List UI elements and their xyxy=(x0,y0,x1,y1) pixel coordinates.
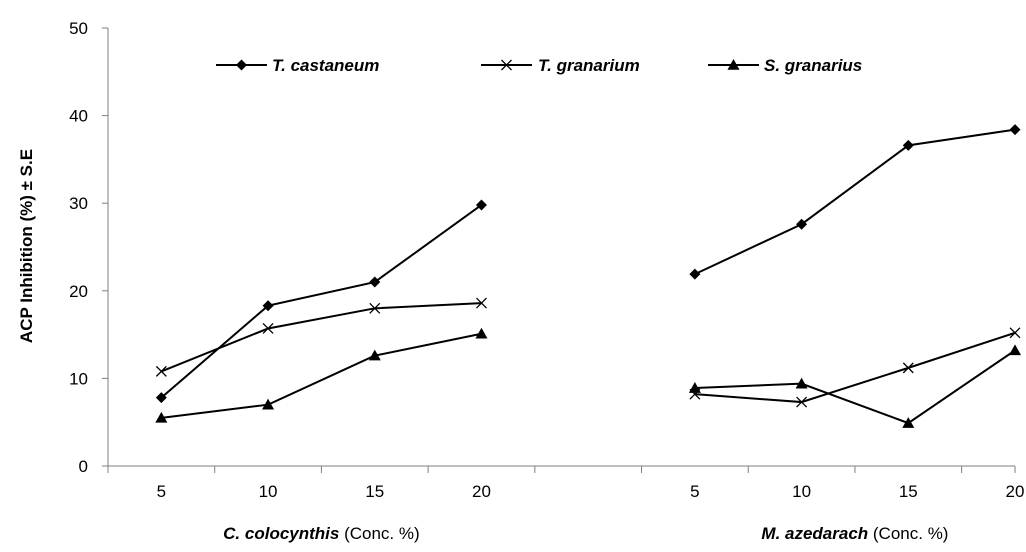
data-point-s-granarius xyxy=(475,327,488,339)
series-line-s-granarius xyxy=(161,332,482,419)
x-axis-label: C. colocynthis (Conc. %) xyxy=(223,524,419,543)
data-point-s-granarius xyxy=(155,411,168,423)
x-tick-label: 15 xyxy=(899,482,918,501)
data-point-t-castaneum xyxy=(689,268,701,280)
legend-label-t-granarium: T. granarium xyxy=(538,56,640,75)
y-tick-label: 50 xyxy=(69,19,88,38)
data-point-t-castaneum xyxy=(369,276,381,288)
data-point-t-castaneum xyxy=(475,199,487,211)
series-line-t-castaneum xyxy=(160,204,483,399)
y-tick-label: 0 xyxy=(79,457,88,476)
legend-marker-s-granarius xyxy=(727,59,740,70)
data-point-t-granarium xyxy=(1009,327,1021,339)
axes: 0 10 20 30 40 50 5 10 15 20 C. colocynthis (Conc. … xyxy=(69,19,1024,543)
data-point-s-granarius xyxy=(902,417,915,428)
data-point-t-castaneum xyxy=(796,218,808,230)
data-point-s-granarius xyxy=(688,382,701,393)
data-point-s-granarius xyxy=(262,398,275,410)
x-tick-label: 20 xyxy=(472,482,491,501)
x-axis-label: M. azedarach (Conc. %) xyxy=(761,524,948,543)
data-point-s-granarius xyxy=(1009,344,1021,356)
legend-label-s-granarius: S. granarius xyxy=(764,56,862,75)
chart-marks xyxy=(155,124,1021,428)
data-point-s-granarius xyxy=(368,349,381,361)
y-axis-label: ACP Inhibition (%) ± S.E xyxy=(17,149,36,343)
data-point-t-castaneum xyxy=(155,392,167,404)
legend-marker-t-castaneum xyxy=(236,59,247,71)
x-tick-label: 20 xyxy=(1006,482,1025,501)
x-tick-label: 5 xyxy=(157,482,166,501)
legend-label-t-castaneum: T. castaneum xyxy=(272,56,379,75)
y-tick-label: 10 xyxy=(69,369,88,388)
x-tick-label: 10 xyxy=(259,482,278,501)
data-point-t-castaneum xyxy=(1009,124,1021,136)
series-line-s-granarius xyxy=(694,349,1016,425)
series-line-t-granarium xyxy=(160,302,482,373)
data-point-t-castaneum xyxy=(902,139,914,151)
x-tick-label: 15 xyxy=(365,482,384,501)
series-line-t-castaneum xyxy=(694,128,1016,276)
x-tick-label: 5 xyxy=(690,482,699,501)
data-point-t-granarium xyxy=(369,302,381,314)
legend: T. castaneum T. granarium S. granarius xyxy=(216,56,862,75)
y-tick-label: 40 xyxy=(69,107,88,126)
x-tick-label: 10 xyxy=(792,482,811,501)
data-point-t-granarium xyxy=(262,323,274,334)
data-point-t-granarium xyxy=(902,362,914,374)
data-point-s-granarius xyxy=(795,377,808,389)
legend-marker-t-granarium xyxy=(501,59,512,71)
data-point-t-granarium xyxy=(476,297,487,309)
data-point-t-granarium xyxy=(155,365,167,377)
series-line-t-granarium xyxy=(694,331,1016,404)
y-tick-label: 20 xyxy=(69,282,88,301)
data-point-t-castaneum xyxy=(262,300,274,312)
y-tick-label: 30 xyxy=(69,194,88,213)
data-point-t-granarium xyxy=(796,396,808,408)
